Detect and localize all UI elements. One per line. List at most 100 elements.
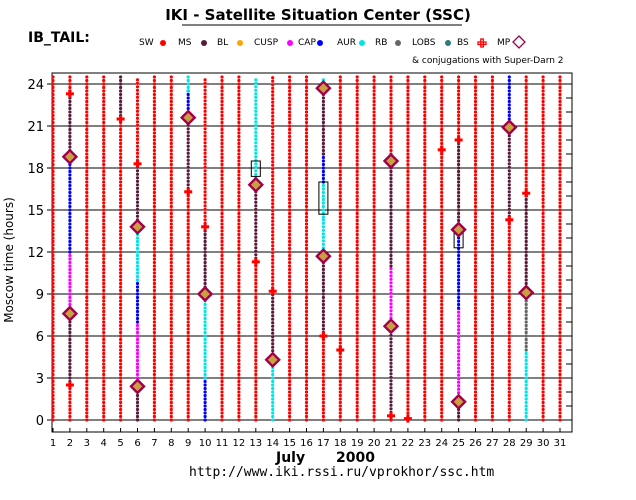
region-dot — [304, 323, 309, 328]
legend-label: BL — [217, 38, 228, 48]
region-dot — [68, 127, 72, 132]
region-dot — [372, 376, 376, 380]
region-dot — [169, 320, 173, 324]
region-dot — [558, 257, 562, 261]
region-dot — [102, 341, 106, 345]
region-dot — [254, 151, 258, 155]
region-dot — [152, 330, 156, 335]
region-dot — [372, 194, 376, 198]
region-dot — [473, 243, 478, 247]
region-dot — [490, 334, 494, 338]
region-dot — [541, 330, 545, 335]
region-dot — [473, 355, 478, 359]
region-dot — [186, 379, 190, 384]
region-dot — [85, 302, 89, 307]
region-dot — [203, 151, 207, 155]
region-dot — [558, 117, 562, 121]
region-dot — [102, 232, 106, 237]
region-dot — [440, 124, 444, 128]
region-dot — [51, 92, 55, 97]
region-dot — [85, 330, 89, 335]
region-dot — [68, 302, 72, 307]
region-dot — [152, 96, 156, 100]
region-dot — [473, 110, 478, 114]
region-dot — [490, 183, 494, 188]
region-dot — [490, 176, 494, 181]
region-dot — [524, 313, 528, 317]
region-dot — [152, 159, 156, 163]
region-dot — [389, 120, 393, 125]
region-dot — [304, 211, 309, 216]
region-dot — [271, 404, 275, 408]
region-dot — [321, 414, 325, 419]
region-dot — [237, 176, 241, 181]
region-dot — [338, 334, 342, 338]
region-dot — [304, 278, 309, 282]
region-dot — [220, 369, 224, 373]
mp-marker — [264, 351, 281, 368]
region-dot — [102, 323, 106, 328]
region-dot — [152, 246, 156, 251]
region-dot — [372, 169, 376, 174]
region-dot — [558, 89, 562, 93]
region-dot — [85, 243, 89, 247]
x-tick-label: 1 — [50, 438, 56, 449]
region-dot — [321, 288, 325, 293]
region-dot — [473, 138, 478, 142]
region-dot — [457, 194, 461, 198]
region-dot — [490, 372, 494, 377]
region-dot — [558, 155, 562, 160]
region-dot — [355, 190, 359, 195]
region-dot — [51, 390, 55, 394]
region-dot — [152, 141, 156, 146]
region-dot — [389, 396, 393, 400]
region-dot — [220, 404, 224, 408]
region-dot — [541, 341, 545, 345]
region-dot — [220, 131, 224, 135]
region-dot — [102, 194, 106, 198]
region-dot — [372, 211, 376, 216]
region-dot — [254, 123, 258, 127]
region-dot — [524, 246, 528, 251]
bs-bar-v — [68, 381, 72, 389]
region-dot — [406, 89, 410, 93]
region-dot — [440, 369, 444, 373]
region-dot — [85, 274, 89, 279]
region-dot — [406, 358, 410, 363]
region-dot — [440, 285, 444, 289]
region-dot — [558, 211, 562, 216]
region-dot — [85, 369, 89, 373]
region-dot — [338, 92, 342, 97]
region-dot — [68, 400, 72, 405]
region-dot — [203, 137, 207, 141]
region-dot — [321, 407, 325, 412]
region-dot — [423, 257, 427, 261]
region-dot — [68, 225, 72, 230]
region-dot — [152, 99, 156, 104]
x-tick-label: 12 — [233, 438, 246, 449]
region-dot — [406, 225, 410, 230]
region-dot — [490, 348, 494, 352]
region-dot — [423, 141, 427, 146]
region-dot — [423, 281, 427, 286]
region-dot — [338, 113, 342, 118]
region-dot — [406, 180, 410, 184]
region-dot — [524, 222, 528, 226]
region-dot — [119, 344, 123, 349]
region-dot — [254, 95, 258, 99]
region-dot — [372, 176, 376, 181]
region-dot — [169, 225, 173, 230]
region-dot — [169, 295, 173, 300]
region-dot — [237, 197, 241, 202]
region-dot — [423, 169, 427, 174]
region-dot — [304, 372, 309, 377]
region-dot — [490, 246, 494, 251]
region-dot — [119, 152, 123, 156]
region-dot — [524, 302, 528, 307]
region-dot — [389, 277, 393, 281]
region-dot — [423, 250, 427, 254]
region-dot — [186, 358, 190, 363]
bs-bar-v — [186, 187, 190, 196]
region-dot — [119, 176, 123, 181]
region-dot — [152, 369, 156, 373]
